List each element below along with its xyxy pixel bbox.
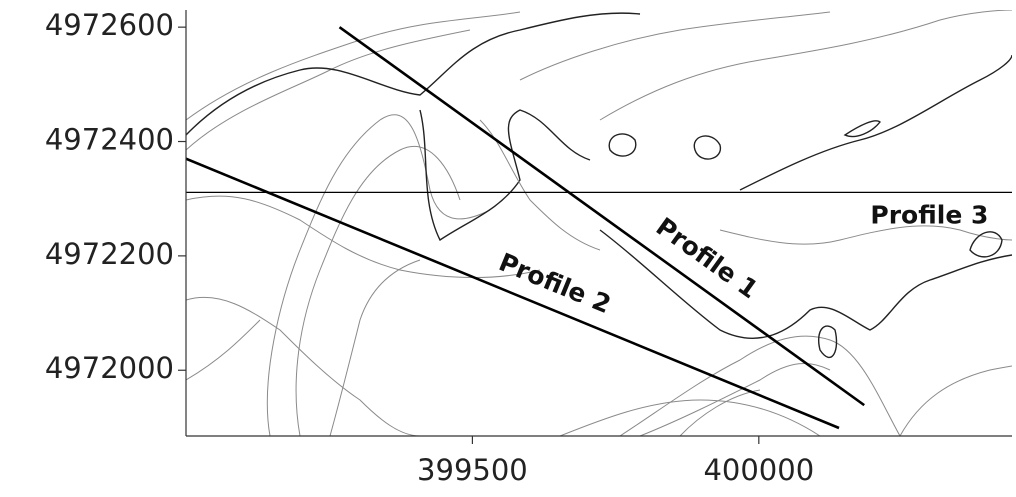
- y-tick-label: 4972600: [45, 8, 174, 42]
- profile-label: Profile 3: [870, 200, 988, 229]
- profile-line: [340, 27, 865, 405]
- y-tick-label: 4972400: [45, 123, 174, 157]
- y-tick-label: 4972000: [45, 351, 174, 385]
- profile-label: Profile 2: [495, 247, 615, 319]
- x-tick-label: 399500: [417, 453, 528, 487]
- map: 4972000 4972200 4972400 4972600 399500 400000…: [0, 0, 1016, 497]
- y-tick-label: 4972200: [45, 237, 174, 271]
- x-tick-label: 400000: [703, 453, 814, 487]
